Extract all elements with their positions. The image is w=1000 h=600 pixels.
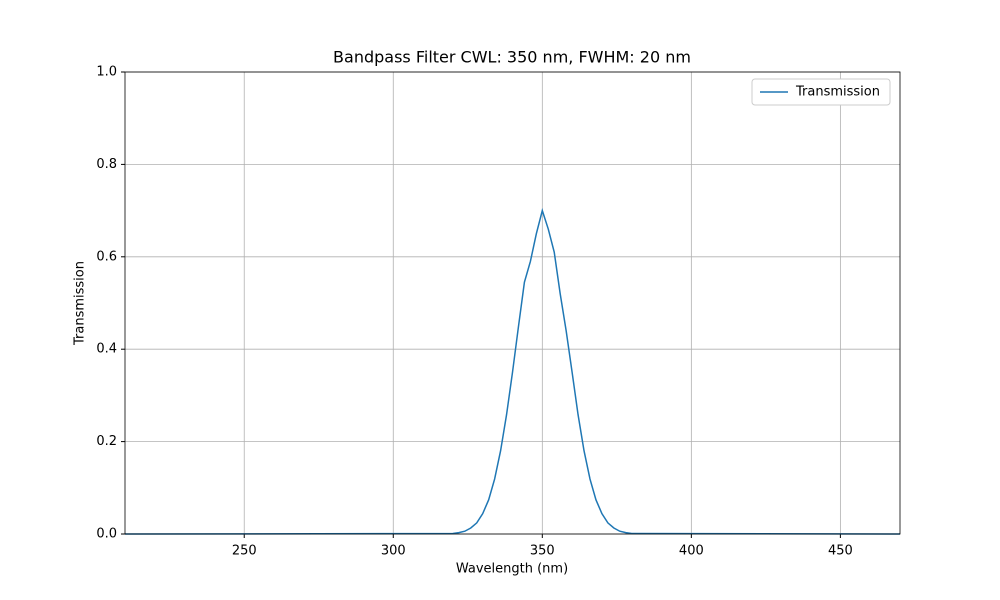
x-tick-label: 300: [381, 544, 406, 559]
legend-box: [751, 78, 891, 106]
y-tick-label: 0.2: [96, 434, 117, 449]
y-tick-label: 0.4: [96, 342, 117, 357]
x-axis-label: Wavelength (nm): [456, 562, 568, 577]
y-axis-label: Transmission: [73, 261, 88, 346]
data-line: [124, 207, 901, 535]
x-tick-label: 450: [828, 544, 853, 559]
x-tick-label: 400: [679, 544, 704, 559]
x-tick-label: 350: [530, 544, 555, 559]
legend-label: Transmission: [795, 85, 880, 100]
y-tick-label: 0.0: [96, 527, 117, 542]
y-tick-label: 0.8: [96, 157, 117, 172]
plot-frame: [124, 71, 901, 535]
x-tick-label: 250: [232, 544, 257, 559]
y-tick-label: 0.6: [96, 249, 117, 264]
chart-title: Bandpass Filter CWL: 350 nm, FWHM: 20 nm: [333, 48, 691, 67]
y-tick-label: 1.0: [96, 65, 117, 80]
